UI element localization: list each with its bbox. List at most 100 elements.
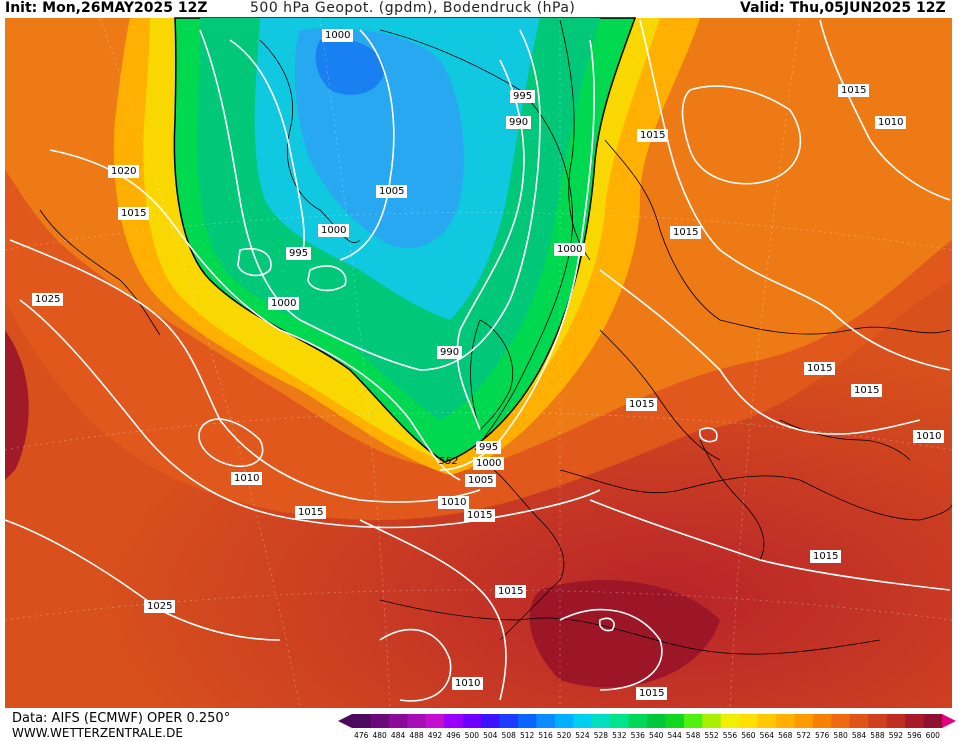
legend-tick: 576 <box>814 731 830 740</box>
legend-swatch <box>647 714 666 728</box>
legend-tick: 584 <box>851 731 867 740</box>
isobar-label: 1015 <box>838 84 870 97</box>
legend-tick: 520 <box>556 731 572 740</box>
isobar-label: 1000 <box>473 457 505 470</box>
legend-swatch <box>683 714 703 728</box>
deep-red-zone-west <box>5 330 29 480</box>
legend-tick: 484 <box>390 731 406 740</box>
legend-tick: 528 <box>593 731 609 740</box>
legend-swatch <box>481 714 500 728</box>
legend-swatch <box>720 714 740 728</box>
legend-tick: 580 <box>833 731 848 740</box>
isobar-label: 990 <box>437 346 463 359</box>
legend-swatch <box>499 714 519 728</box>
legend-swatch <box>407 714 427 728</box>
legend-swatch <box>444 714 464 728</box>
legend-tick: 496 <box>446 731 461 740</box>
legend-tick: 544 <box>667 731 682 740</box>
legend-swatch <box>702 714 722 728</box>
isobar-label: 1010 <box>452 677 484 690</box>
trough-deep-core <box>315 38 385 95</box>
isobar-label: 1015 <box>670 226 702 239</box>
legend-swatch <box>849 714 869 728</box>
legend-tick: 480 <box>372 731 387 740</box>
isobar-label: 1025 <box>32 293 64 306</box>
website-credit: WWW.WETTERZENTRALE.DE <box>12 726 183 740</box>
isobar-label: 1015 <box>495 585 527 598</box>
isobar-label: 1015 <box>637 129 669 142</box>
legend-swatch <box>886 714 906 728</box>
isobar-label: 1015 <box>636 687 668 700</box>
legend-swatch <box>536 714 556 728</box>
legend-tick: 516 <box>538 731 553 740</box>
isobar-label: 1015 <box>118 207 150 220</box>
isobar-label: 1005 <box>465 474 497 487</box>
legend-tick: 532 <box>612 731 627 740</box>
isobar-label: 1020 <box>108 165 140 178</box>
legend-tick: 540 <box>649 731 664 740</box>
legend-arrow-right <box>942 714 956 728</box>
legend-tick: 568 <box>778 731 793 740</box>
legend-swatch <box>573 714 593 728</box>
isobar-label: 1015 <box>810 550 842 563</box>
isobar-label: 1015 <box>464 509 496 522</box>
legend-swatch <box>776 714 795 728</box>
legend-swatch <box>517 714 537 728</box>
legend-swatch <box>425 714 445 728</box>
legend-tick: 536 <box>630 731 645 740</box>
legend-swatch <box>923 714 943 728</box>
isobar-label: 995 <box>286 247 312 260</box>
legend-swatch <box>794 714 814 728</box>
valid-time: Valid: Thu,05JUN2025 12Z <box>740 0 946 16</box>
init-time: Init: Mon,26MAY2025 12Z <box>5 0 208 16</box>
isobar-label: 1015 <box>804 362 836 375</box>
contour-552-label: 552 <box>439 456 459 467</box>
isobar-label: 1000 <box>322 29 354 42</box>
deep-red-zone-africa <box>529 580 720 688</box>
isobar-label: 1000 <box>554 243 586 256</box>
isobar-label: 1025 <box>144 600 176 613</box>
isobar-label: 1005 <box>376 185 408 198</box>
legend-tick: 596 <box>907 731 922 740</box>
legend-swatch <box>665 714 685 728</box>
legend-swatch <box>388 714 408 728</box>
legend-tick: 508 <box>501 731 516 740</box>
legend-tick: 488 <box>409 731 424 740</box>
isobar-label: 995 <box>510 90 536 103</box>
isobar-label: 1015 <box>626 398 658 411</box>
legend-swatch <box>610 714 630 728</box>
legend-swatch <box>905 714 925 728</box>
legend-swatch <box>868 714 888 728</box>
legend-swatch <box>554 714 574 728</box>
legend-swatch <box>628 714 648 728</box>
legend-swatch <box>591 714 611 728</box>
legend-tick: 504 <box>483 731 498 740</box>
isobar-label: 1000 <box>318 224 350 237</box>
legend-tick: 552 <box>704 731 719 740</box>
legend-swatch <box>352 714 371 728</box>
legend-tick: 564 <box>759 731 774 740</box>
isobar-label: 1015 <box>295 506 327 519</box>
legend-swatch <box>739 714 759 728</box>
color-legend-bar <box>338 714 956 728</box>
isobar-label: 1015 <box>851 384 883 397</box>
legend-tick: 500 <box>464 731 479 740</box>
legend-swatch <box>462 714 482 728</box>
legend-tick: 512 <box>519 731 535 740</box>
legend-tick: 556 <box>722 731 738 740</box>
legend-tick: 588 <box>870 731 885 740</box>
isobar-label: 990 <box>506 116 532 129</box>
isobar-label: 1000 <box>268 297 300 310</box>
legend-tick: 560 <box>741 731 756 740</box>
map-title: 500 hPa Geopot. (gpdm), Bodendruck (hPa) <box>250 0 576 16</box>
isobar-label: 1010 <box>913 430 945 443</box>
legend-swatch <box>757 714 777 728</box>
isobar-label: 995 <box>476 441 502 454</box>
legend-tick: 592 <box>888 731 904 740</box>
legend-tick: 476 <box>354 731 369 740</box>
legend-arrow-left <box>338 714 352 728</box>
isobar-label: 1010 <box>875 116 907 129</box>
high-geopotential-zone <box>5 280 952 708</box>
legend-swatch <box>812 714 832 728</box>
